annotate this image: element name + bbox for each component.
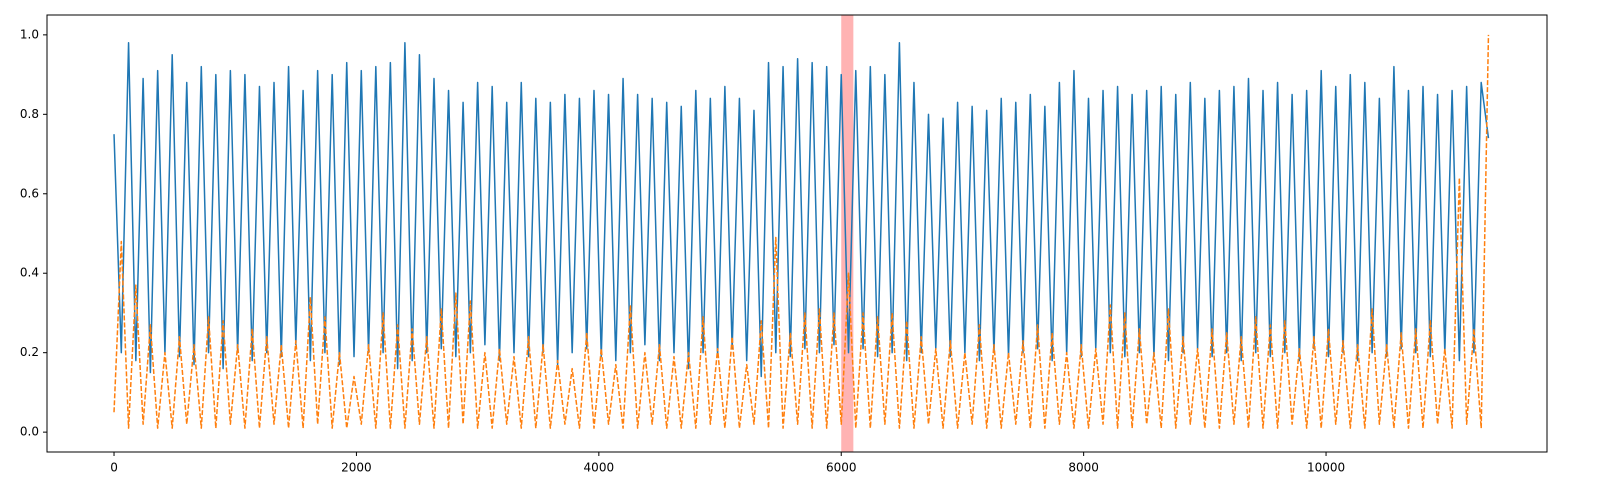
x-tick-label: 0 — [110, 461, 118, 475]
y-tick-label: 0.6 — [20, 186, 39, 200]
plot-area — [113, 15, 1490, 452]
series-line — [113, 42, 1490, 378]
y-tick-label: 0.2 — [20, 345, 39, 359]
series-line — [113, 34, 1490, 429]
x-tick-label: 2000 — [341, 461, 372, 475]
x-tick-label: 10000 — [1307, 461, 1345, 475]
y-tick-label: 0.8 — [20, 107, 39, 121]
y-tick-label: 0.0 — [20, 425, 39, 439]
x-tick-label: 8000 — [1068, 461, 1099, 475]
y-tick-label: 1.0 — [20, 27, 39, 41]
axes-frame — [46, 14, 1548, 453]
x-tick-label: 6000 — [826, 461, 857, 475]
highlight-span — [841, 15, 854, 452]
x-tick-label: 4000 — [584, 461, 615, 475]
y-tick-label: 0.4 — [20, 266, 39, 280]
